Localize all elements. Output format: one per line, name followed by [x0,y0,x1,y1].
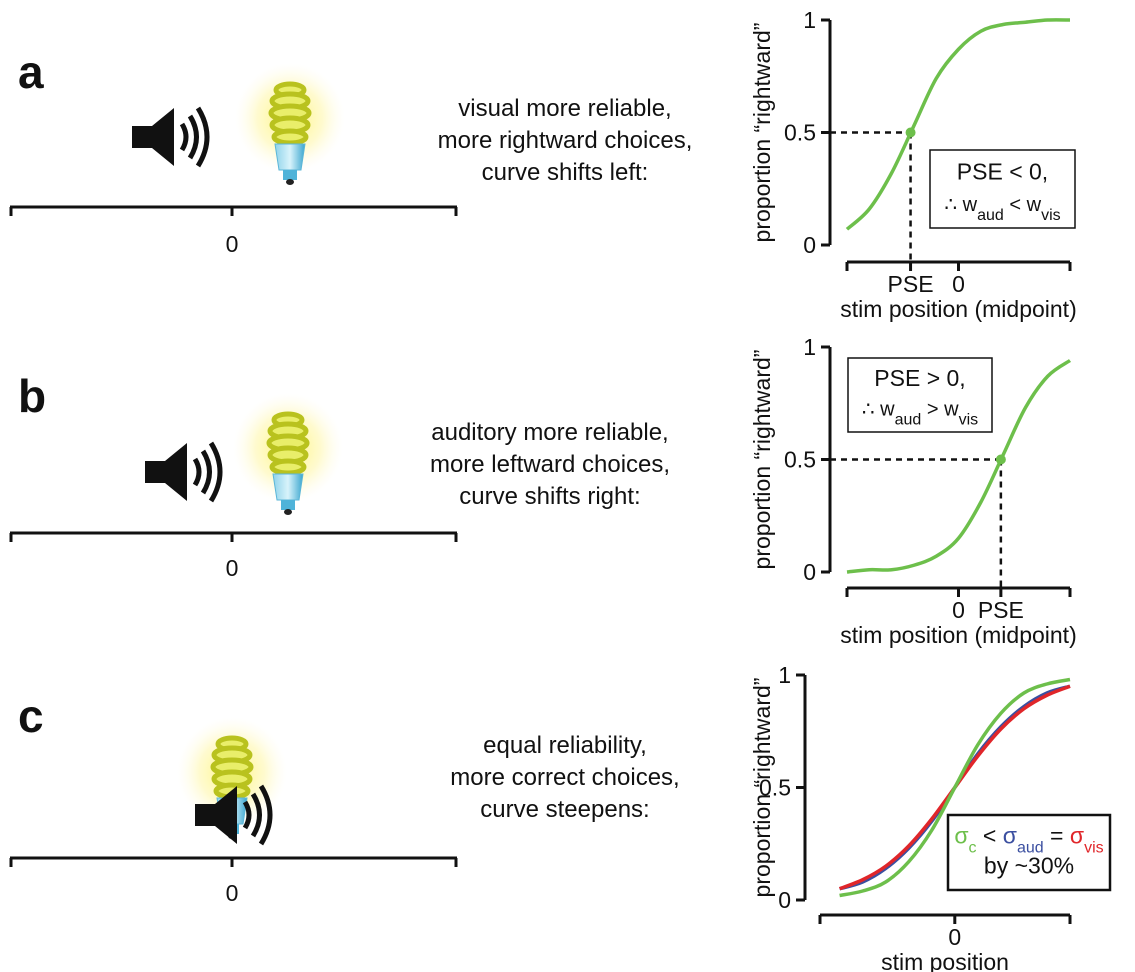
description: curve shifts right: [459,483,640,510]
note-part: < w [1004,194,1042,216]
bulb-icon [235,63,345,185]
y-axis-label: proportion “rightward” [749,350,775,570]
note-part: c [969,839,977,856]
description: curve shifts left: [482,159,649,186]
note-part: < [977,823,1003,849]
note-text: PSE < 0, [957,159,1048,185]
note-part: aud [977,206,1004,223]
description: auditory more reliable, [431,419,668,446]
y-tick-label: 1 [803,7,816,33]
speaker-icon [132,108,207,166]
x-axis-label: stim position (midpoint) [840,296,1076,322]
y-tick-label: 0.5 [759,775,791,801]
note-part: ∴ w [944,194,977,216]
note-part: vis [1084,839,1104,856]
note-part: aud [1017,839,1044,856]
note-box [847,357,993,433]
panel-label: c [18,690,44,742]
description: equal reliability, [483,732,647,759]
note-part: σ [1003,823,1017,849]
x-axis-label: stim position [881,949,1009,972]
note-part: σ [954,823,968,849]
note-part: by ~30% [984,853,1074,879]
pse-label: PSE [888,271,934,297]
position-axis [9,205,458,216]
curve [846,359,1072,574]
y-axis-label: proportion “rightward” [749,678,775,898]
pse-point [905,127,916,138]
speaker-icon [145,443,220,501]
y-tick-label: 1 [803,334,816,360]
bulb-icon [233,393,343,515]
y-tick-label: 0 [778,887,791,913]
panel-a: a 0 visual more reliable, more rightward… [9,46,693,257]
note-text: PSE > 0, [874,365,965,391]
description: visual more reliable, [458,95,671,122]
axis-zero: 0 [226,555,239,581]
axis-zero: 0 [226,231,239,257]
note-box [946,813,1112,892]
note-text: ∴ waud > wvis [862,399,978,429]
description: more correct choices, [450,764,679,791]
note-part: aud [895,411,922,428]
description: curve steepens: [480,796,649,823]
curve [839,677,1071,898]
description: more rightward choices, [438,127,693,154]
note-part: vis [1041,206,1061,223]
note-part: vis [959,411,979,428]
panel-c: c 0 equal reliability, more correct choi… [9,690,680,906]
note-text: σc < σaud = σvis [954,823,1103,857]
axis-zero: 0 [226,880,239,906]
position-axis [9,531,458,542]
y-axis-label: proportion “rightward” [749,23,775,243]
note-part: PSE < 0, [957,159,1048,185]
note-part: σ [1070,823,1084,849]
note-part: = [1044,823,1070,849]
x-tick-label: 0 [952,597,965,623]
note-box [929,149,1076,229]
pse-label: PSE [978,597,1024,623]
note-text: by ~30% [984,853,1074,879]
note-part: PSE > 0, [874,365,965,391]
y-tick-label: 0 [803,232,816,258]
note-part: ∴ w [862,399,895,421]
note-part: > w [921,399,959,421]
pse-point [995,454,1006,465]
description: more leftward choices, [430,451,670,478]
x-tick-label: 0 [952,271,965,297]
panel-b: b 0 auditory more reliable, more leftwar… [9,370,670,581]
x-axis-label: stim position (midpoint) [840,622,1076,648]
note-text: ∴ waud < wvis [944,194,1060,224]
y-tick-label: 0.5 [784,447,816,473]
panel-label: a [18,46,44,98]
y-tick-label: 0 [803,559,816,585]
curve [845,18,1071,231]
position-axis [9,856,458,867]
panel-label: b [18,370,46,422]
x-tick-label: 0 [948,924,961,950]
y-tick-label: 1 [778,662,791,688]
y-tick-label: 0.5 [784,120,816,146]
